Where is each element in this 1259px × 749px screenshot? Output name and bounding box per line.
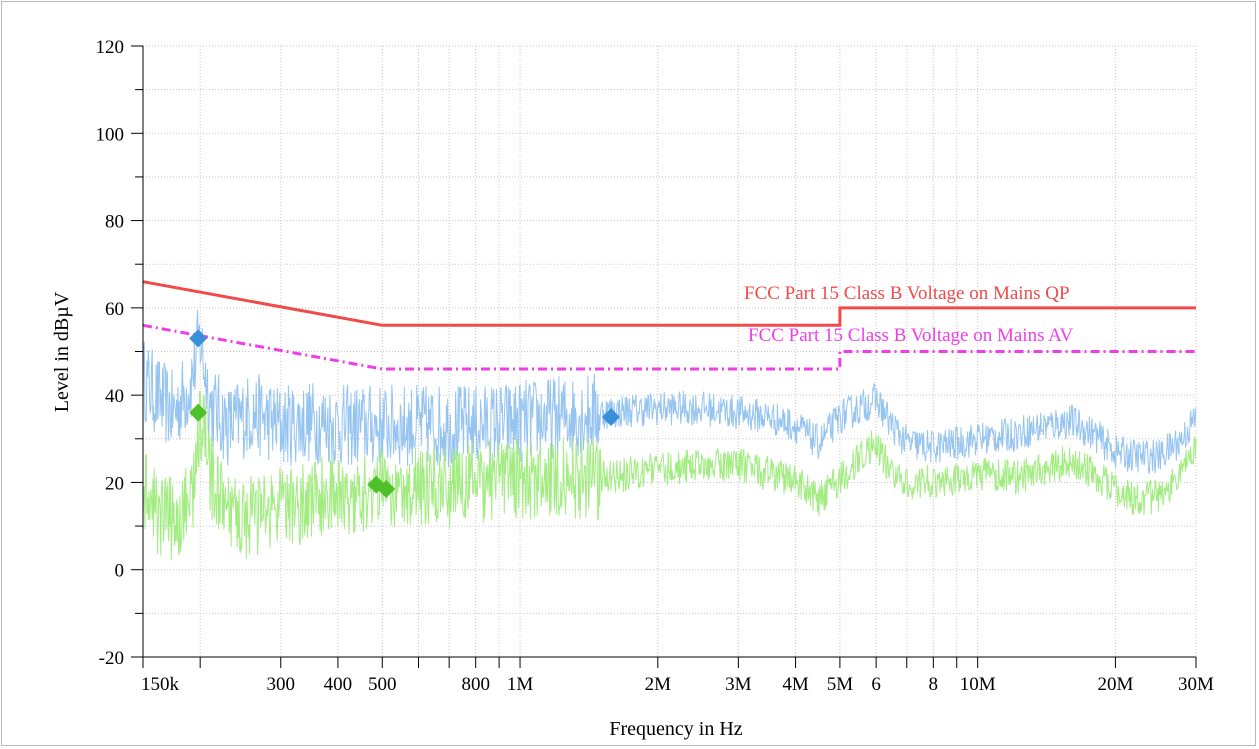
x-tick-label: 150k xyxy=(141,674,180,695)
y-tick-label: -20 xyxy=(99,648,124,669)
limit-label-av: FCC Part 15 Class B Voltage on Mains AV xyxy=(748,325,1073,346)
x-tick-label: 5M xyxy=(827,674,854,695)
y-tick-label: 60 xyxy=(105,299,124,320)
y-tick-label: 40 xyxy=(105,386,124,407)
measurement-trace-2 xyxy=(142,390,1197,561)
y-tick-label: 120 xyxy=(96,37,125,58)
x-tick-label: 6 xyxy=(871,674,881,695)
x-tick-label: 4M xyxy=(782,674,809,695)
limit-line-av xyxy=(142,323,1196,371)
x-tick-label: 800 xyxy=(461,674,490,695)
x-tick-label: 300 xyxy=(267,674,296,695)
marker-diamond xyxy=(189,329,208,348)
y-tick-label: 80 xyxy=(105,212,124,233)
x-tick-label: 30M xyxy=(1178,674,1214,695)
x-tick-label: 500 xyxy=(368,674,397,695)
measurement-trace-1 xyxy=(142,310,1197,474)
x-ticks: 150k 300 400 500 800 1M 2M 3M 4M 5M 6 8 10M 20M 30M xyxy=(141,657,1214,695)
marker-diamond xyxy=(601,407,620,426)
limit-line-qp xyxy=(142,280,1196,327)
x-axis-title: Frequency in Hz xyxy=(609,718,742,740)
limit-label-qp: FCC Part 15 Class B Voltage on Mains QP xyxy=(744,283,1070,304)
marker-diamond xyxy=(377,479,396,498)
markers xyxy=(189,329,620,498)
limit-lines xyxy=(142,280,1196,371)
x-tick-label: 1M xyxy=(507,674,534,695)
y-tick-label: 0 xyxy=(115,561,125,582)
y-ticks: -20 0 20 40 60 80 100 120 xyxy=(96,37,143,669)
x-tick-label: 3M xyxy=(725,674,752,695)
x-tick-label: 20M xyxy=(1097,674,1133,695)
x-tick-label: 2M xyxy=(645,674,672,695)
y-axis-title: Level in dBµV xyxy=(51,291,73,412)
y-tick-label: 100 xyxy=(96,124,125,145)
x-tick-label: 8 xyxy=(929,674,939,695)
y-tick-label: 20 xyxy=(105,473,124,494)
series-layer xyxy=(142,310,1197,561)
marker-diamond xyxy=(189,403,208,422)
x-tick-label: 10M xyxy=(960,674,996,695)
x-tick-label: 400 xyxy=(324,674,353,695)
